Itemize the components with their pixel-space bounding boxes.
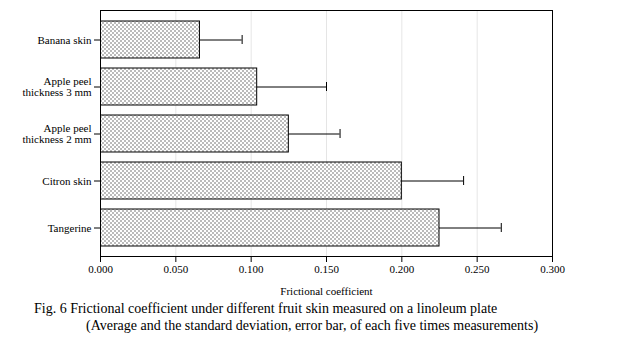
svg-text:Banana skin: Banana skin	[37, 34, 92, 46]
svg-text:Tangerine: Tangerine	[48, 222, 92, 234]
svg-text:Apple peelthickness 3 mm: Apple peelthickness 3 mm	[22, 75, 91, 98]
html-text:Fig. 6 Frictional coefficient: Fig. 6 Frictional coefficient under diff…	[34, 301, 498, 316]
svg-text:0.000: 0.000	[88, 263, 113, 275]
svg-text:0.200: 0.200	[389, 263, 414, 275]
svg-text:0.250: 0.250	[465, 263, 490, 275]
svg-text:Citron skin: Citron skin	[42, 175, 92, 187]
svg-text:Frictional coefficient: Frictional coefficient	[280, 285, 372, 297]
svg-text:0.300: 0.300	[540, 263, 565, 275]
svg-text:0.050: 0.050	[163, 263, 188, 275]
svg-text:0.100: 0.100	[239, 263, 264, 275]
html-text:(Average and the standard devi: (Average and the standard deviation, err…	[86, 318, 538, 333]
svg-text:0.150: 0.150	[314, 263, 339, 275]
svg-text:Apple peelthickness 2 mm: Apple peelthickness 2 mm	[22, 122, 91, 145]
